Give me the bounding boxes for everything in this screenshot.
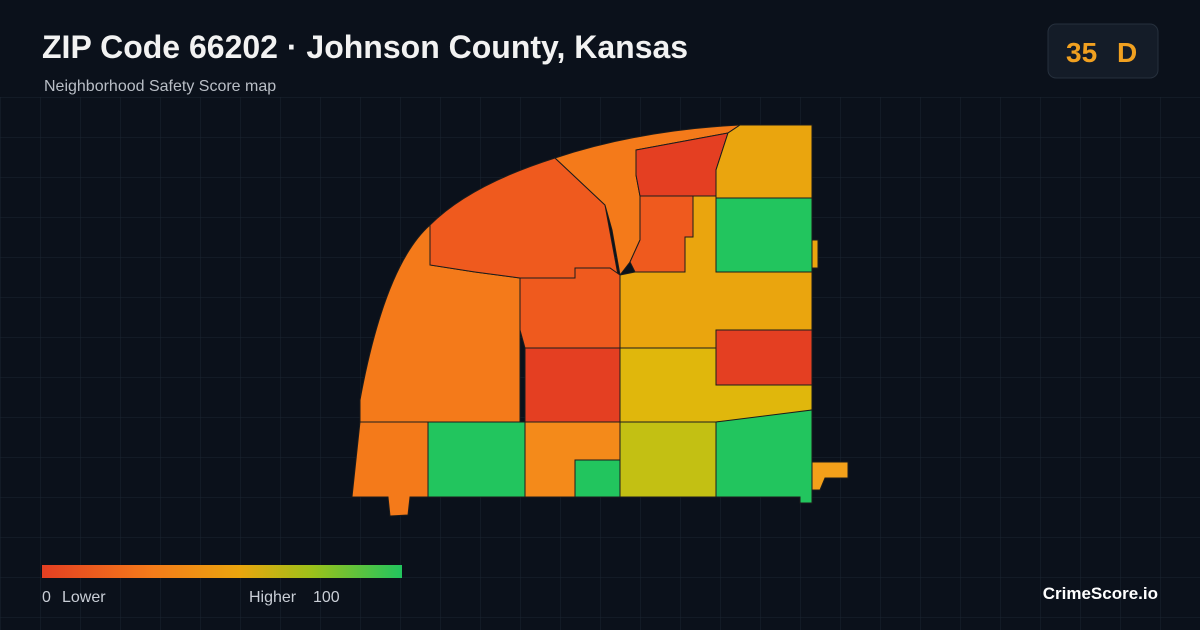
map-region xyxy=(574,459,621,498)
legend-max-label: Higher xyxy=(249,589,297,606)
map-region xyxy=(519,267,621,349)
map-region xyxy=(811,461,849,491)
map-region xyxy=(715,197,813,273)
score-badge xyxy=(1047,23,1159,79)
brand: CrimeScore.io xyxy=(1043,584,1158,603)
score: 35 xyxy=(1066,37,1097,68)
legend-gradient xyxy=(42,565,402,578)
map-region xyxy=(715,329,813,386)
map-region xyxy=(427,421,526,498)
map-region xyxy=(351,421,429,517)
map-region xyxy=(811,239,819,269)
map-region xyxy=(524,347,621,423)
legend-min: 0 xyxy=(42,589,51,606)
title: ZIP Code 66202 · Johnson County, Kansas xyxy=(42,29,688,65)
subtitle: Neighborhood Safety Score map xyxy=(44,78,276,95)
map-region xyxy=(715,409,813,504)
map-region xyxy=(619,421,717,498)
legend-max: 100 xyxy=(313,589,340,606)
zip-map xyxy=(351,124,849,517)
legend-min-label: Lower xyxy=(62,589,106,606)
map-region xyxy=(715,124,813,199)
grade: D xyxy=(1117,37,1137,68)
